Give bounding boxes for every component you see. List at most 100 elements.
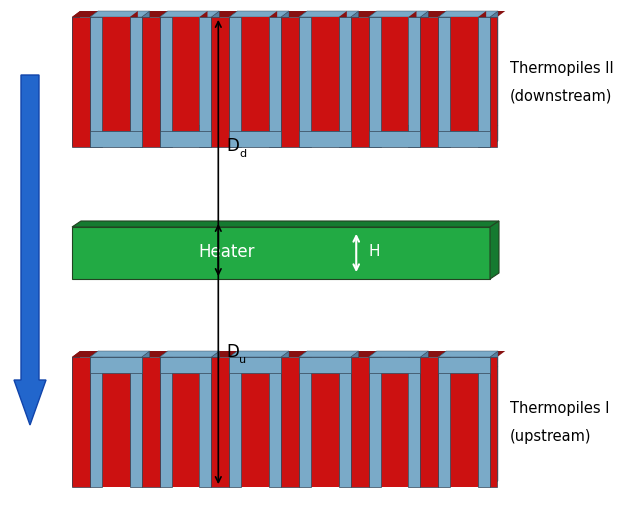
- Bar: [420, 17, 438, 147]
- Polygon shape: [72, 11, 80, 147]
- Bar: [90, 17, 102, 147]
- Bar: [381, 373, 409, 487]
- Polygon shape: [230, 125, 289, 131]
- Polygon shape: [438, 351, 446, 487]
- Polygon shape: [160, 367, 219, 373]
- Bar: [72, 227, 490, 279]
- Polygon shape: [490, 351, 505, 357]
- Bar: [141, 17, 160, 147]
- Text: H: H: [368, 244, 380, 260]
- Bar: [409, 17, 420, 147]
- Bar: [438, 357, 450, 487]
- Polygon shape: [200, 11, 207, 131]
- Bar: [299, 17, 311, 147]
- Polygon shape: [212, 11, 219, 147]
- Bar: [438, 357, 490, 373]
- Polygon shape: [141, 11, 150, 147]
- Polygon shape: [486, 351, 498, 481]
- Polygon shape: [446, 351, 458, 481]
- Polygon shape: [281, 351, 289, 487]
- Bar: [351, 357, 369, 487]
- Polygon shape: [72, 351, 98, 357]
- Polygon shape: [281, 351, 289, 487]
- Bar: [230, 357, 281, 373]
- Polygon shape: [351, 351, 377, 357]
- Bar: [311, 373, 339, 487]
- Polygon shape: [98, 351, 110, 481]
- Bar: [299, 131, 351, 147]
- Polygon shape: [347, 351, 359, 481]
- Bar: [102, 17, 130, 131]
- Polygon shape: [438, 351, 498, 357]
- Bar: [490, 357, 497, 487]
- Bar: [230, 357, 241, 487]
- Bar: [72, 357, 90, 487]
- Bar: [281, 357, 299, 487]
- Text: (upstream): (upstream): [510, 429, 592, 443]
- Polygon shape: [160, 351, 168, 487]
- Polygon shape: [307, 351, 359, 367]
- Polygon shape: [438, 125, 498, 131]
- Polygon shape: [230, 11, 237, 147]
- Polygon shape: [269, 367, 277, 487]
- Polygon shape: [409, 11, 416, 131]
- Polygon shape: [377, 11, 389, 141]
- Polygon shape: [409, 367, 416, 487]
- Polygon shape: [420, 11, 446, 17]
- Polygon shape: [141, 351, 168, 357]
- Polygon shape: [438, 11, 498, 17]
- Bar: [72, 17, 90, 147]
- Bar: [478, 357, 490, 487]
- Polygon shape: [212, 351, 219, 487]
- Polygon shape: [438, 11, 446, 147]
- Bar: [200, 357, 212, 487]
- Polygon shape: [141, 11, 168, 17]
- Polygon shape: [72, 221, 499, 227]
- Polygon shape: [307, 125, 359, 141]
- Bar: [381, 17, 409, 131]
- Polygon shape: [130, 11, 138, 131]
- Bar: [90, 131, 141, 147]
- Polygon shape: [490, 11, 505, 17]
- Polygon shape: [160, 125, 219, 131]
- Polygon shape: [369, 11, 377, 147]
- Polygon shape: [446, 125, 498, 141]
- Text: D: D: [227, 343, 239, 361]
- Bar: [269, 17, 281, 147]
- Polygon shape: [299, 125, 359, 131]
- Polygon shape: [281, 11, 307, 17]
- Bar: [420, 357, 438, 487]
- Bar: [212, 17, 230, 147]
- Bar: [130, 357, 141, 487]
- Polygon shape: [168, 11, 180, 141]
- Polygon shape: [90, 351, 150, 357]
- Text: d: d: [239, 149, 247, 159]
- Bar: [299, 357, 351, 373]
- Polygon shape: [90, 11, 150, 17]
- Polygon shape: [420, 351, 428, 487]
- Polygon shape: [90, 367, 150, 373]
- Bar: [130, 17, 141, 147]
- Bar: [160, 131, 212, 147]
- Polygon shape: [438, 367, 498, 373]
- Polygon shape: [490, 11, 498, 147]
- Polygon shape: [281, 11, 289, 147]
- Bar: [172, 373, 200, 487]
- Polygon shape: [490, 351, 498, 487]
- Polygon shape: [339, 367, 347, 487]
- Polygon shape: [351, 11, 359, 147]
- Bar: [102, 373, 130, 487]
- Bar: [409, 357, 420, 487]
- Polygon shape: [98, 351, 150, 367]
- Polygon shape: [168, 351, 219, 367]
- Polygon shape: [490, 11, 498, 147]
- Polygon shape: [369, 351, 377, 487]
- Bar: [450, 17, 478, 131]
- Bar: [478, 17, 490, 147]
- Bar: [351, 17, 369, 147]
- Text: Heater: Heater: [198, 243, 255, 261]
- Text: Thermopiles II: Thermopiles II: [510, 61, 613, 76]
- Bar: [369, 357, 381, 487]
- Polygon shape: [230, 351, 289, 357]
- Polygon shape: [377, 351, 428, 367]
